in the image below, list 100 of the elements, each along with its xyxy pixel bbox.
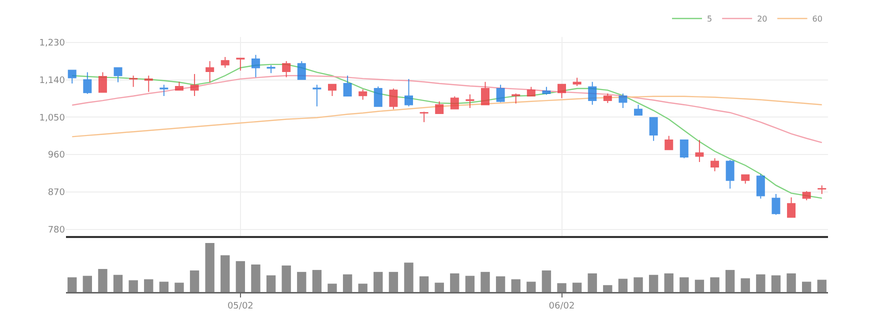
candlestick xyxy=(83,72,92,94)
candlestick xyxy=(664,135,674,150)
candlestick xyxy=(420,111,428,123)
bar xyxy=(312,270,322,292)
bar xyxy=(251,264,260,292)
bar xyxy=(694,280,704,292)
candlestick xyxy=(695,140,704,163)
candlestick xyxy=(236,57,245,72)
candlestick xyxy=(618,93,628,109)
candlestick xyxy=(343,75,352,96)
candlestick xyxy=(634,104,643,116)
bar xyxy=(282,266,291,292)
candlestick xyxy=(68,69,76,84)
bar xyxy=(388,272,398,292)
legend-label: 5 xyxy=(707,14,712,24)
candlestick xyxy=(802,190,811,201)
bar xyxy=(648,274,658,292)
bar xyxy=(572,282,582,292)
candlestick xyxy=(512,93,520,104)
bar xyxy=(404,262,414,292)
bar xyxy=(725,270,735,292)
bar xyxy=(511,279,520,292)
candlestick xyxy=(389,88,398,110)
bar xyxy=(98,268,108,292)
bar xyxy=(680,277,689,292)
bar xyxy=(740,278,750,292)
bar xyxy=(266,275,276,292)
bar xyxy=(174,282,184,292)
bar xyxy=(450,273,460,292)
candlestick xyxy=(496,84,505,103)
candlestick xyxy=(542,86,551,96)
candlestick xyxy=(129,75,138,88)
candlestick xyxy=(144,75,153,92)
x-tick-label: 06/02 xyxy=(548,301,575,312)
bar xyxy=(342,274,352,292)
legend-label: 60 xyxy=(812,14,822,24)
candlestick xyxy=(358,88,368,100)
candlestick xyxy=(726,159,734,190)
candlestick xyxy=(450,96,459,110)
bar xyxy=(817,280,826,292)
candlestick xyxy=(680,140,688,159)
candlestick xyxy=(160,84,168,96)
candlestick xyxy=(588,81,597,106)
candlestick xyxy=(787,196,796,218)
bar xyxy=(664,273,674,292)
bar xyxy=(113,274,123,292)
y-tick-label: 960 xyxy=(48,150,66,161)
line-series xyxy=(72,75,822,144)
bar xyxy=(618,278,628,292)
bar xyxy=(358,284,368,292)
candlestick xyxy=(328,84,336,96)
candlestick xyxy=(481,81,490,106)
candlestick xyxy=(251,54,260,78)
bar xyxy=(328,284,337,292)
candlestick xyxy=(818,184,826,195)
y-tick-label: 780 xyxy=(48,226,66,236)
candlestick xyxy=(282,60,291,78)
bar xyxy=(756,274,766,292)
bar xyxy=(786,273,796,292)
bar xyxy=(710,277,720,292)
bar xyxy=(297,272,306,292)
bar xyxy=(771,275,781,292)
candlestick xyxy=(297,60,306,80)
bar xyxy=(220,255,230,292)
bar xyxy=(634,277,643,292)
y-tick-label: 870 xyxy=(48,188,66,198)
candlestick xyxy=(190,73,199,96)
bar xyxy=(144,279,154,292)
candlestick xyxy=(98,72,107,93)
bar xyxy=(374,272,383,292)
y-tick-label: 1,230 xyxy=(39,38,66,49)
bar xyxy=(190,270,200,292)
bar xyxy=(205,243,214,292)
candlestick xyxy=(741,174,750,184)
candlestick xyxy=(526,86,536,96)
candlestick xyxy=(558,84,566,99)
candlestick xyxy=(435,100,444,114)
candlestick xyxy=(114,66,122,83)
bar xyxy=(526,282,536,292)
bar xyxy=(236,261,246,292)
candlestick xyxy=(220,56,230,68)
bar xyxy=(588,273,597,292)
bar xyxy=(603,285,612,292)
legend-label: 20 xyxy=(757,14,768,24)
bar xyxy=(82,276,92,292)
candlestick xyxy=(756,174,765,200)
candlestick xyxy=(174,81,184,92)
bar xyxy=(496,276,506,292)
bar xyxy=(465,276,475,292)
candlestick xyxy=(710,158,720,172)
candlestick xyxy=(649,117,658,142)
y-tick-label: 1,140 xyxy=(39,76,66,86)
x-tick-label: 05/02 xyxy=(227,301,254,312)
bar xyxy=(159,282,169,292)
candlestick xyxy=(404,78,413,107)
candlestick xyxy=(374,86,382,107)
bar xyxy=(557,283,566,292)
bar xyxy=(419,276,429,292)
y-tick-label: 1,050 xyxy=(39,113,66,124)
candlestick xyxy=(206,60,214,83)
